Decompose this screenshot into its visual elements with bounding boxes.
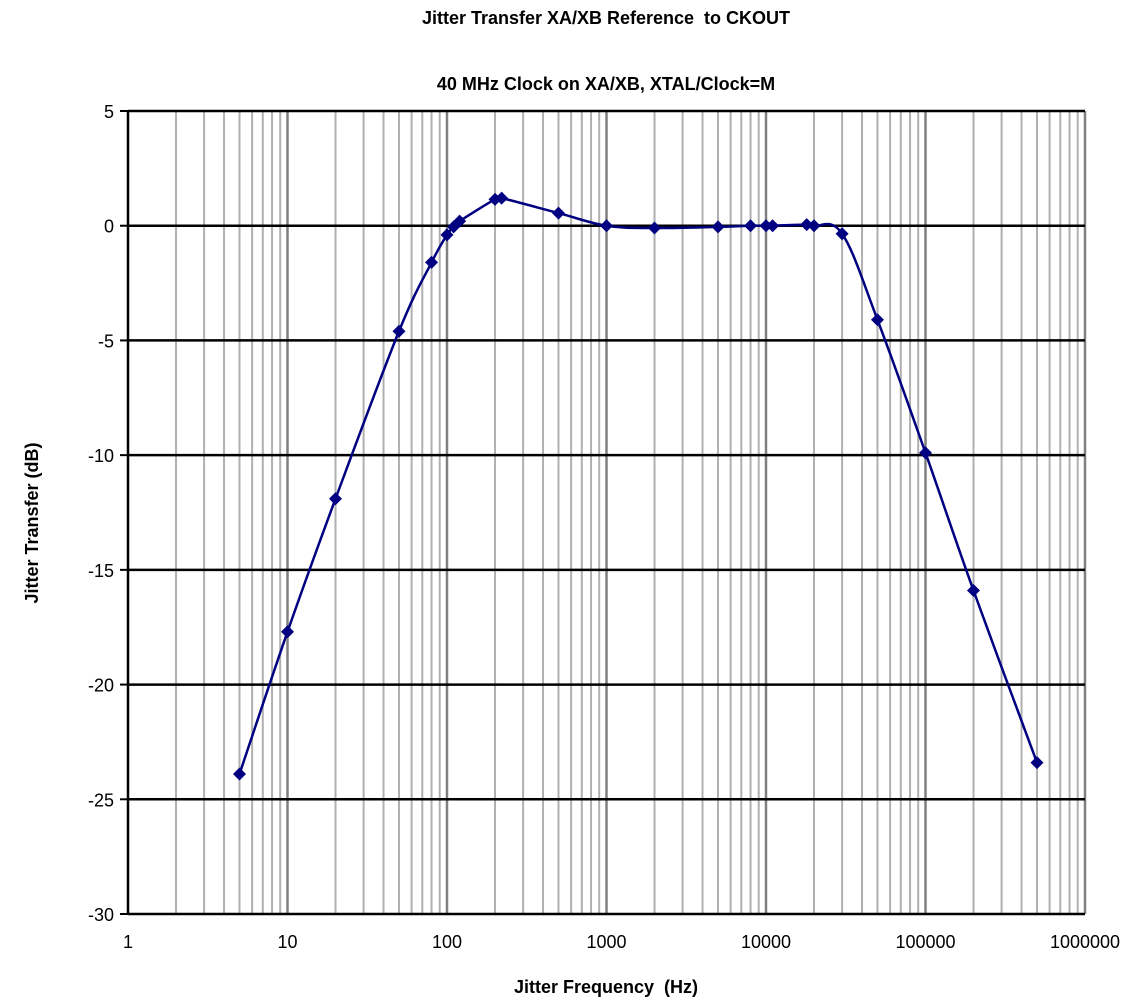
data-point-marker bbox=[744, 219, 758, 233]
y-tick-label: 5 bbox=[104, 102, 114, 122]
y-axis-label: Jitter Transfer (dB) bbox=[22, 442, 42, 603]
data-point-marker bbox=[648, 221, 662, 235]
minor-gridlines bbox=[175, 111, 1079, 914]
x-tick-label: 100 bbox=[432, 932, 462, 952]
data-point-marker bbox=[329, 492, 343, 506]
data-point-marker bbox=[870, 313, 884, 327]
data-point-marker bbox=[967, 584, 981, 598]
data-point-marker bbox=[425, 255, 439, 269]
data-point-marker bbox=[1030, 756, 1044, 770]
y-tick-label: -30 bbox=[88, 905, 114, 925]
data-point-marker bbox=[766, 219, 780, 233]
y-tick-label: -10 bbox=[88, 446, 114, 466]
data-point-marker bbox=[281, 625, 294, 639]
x-tick-label: 100000 bbox=[895, 932, 955, 952]
y-tick-labels: 5 0 -5 -10 -15 -20 -25 -30 bbox=[88, 102, 114, 925]
data-point-marker bbox=[807, 219, 821, 233]
data-point-marker bbox=[495, 191, 509, 205]
x-axis-label: Jitter Frequency (Hz) bbox=[514, 977, 698, 997]
x-tick-labels: 1 10 100 1000 10000 100000 1000000 bbox=[123, 932, 1120, 952]
data-point-marker bbox=[919, 446, 932, 460]
data-point-marker bbox=[392, 324, 406, 338]
y-tick-label: -20 bbox=[88, 676, 114, 696]
y-tick-label: -25 bbox=[88, 790, 114, 810]
y-tick-label: -5 bbox=[98, 331, 114, 351]
data-point-marker bbox=[835, 227, 849, 241]
y-tick-label: -15 bbox=[88, 561, 114, 581]
data-point-marker bbox=[440, 228, 454, 242]
data-point-marker bbox=[600, 219, 613, 233]
y-tick-label: 0 bbox=[104, 217, 114, 237]
data-point-marker bbox=[453, 214, 467, 228]
x-tick-label: 1000000 bbox=[1050, 932, 1120, 952]
data-point-marker bbox=[551, 206, 565, 220]
x-tick-label: 10 bbox=[277, 932, 297, 952]
data-point-marker bbox=[759, 219, 773, 233]
chart-title: Jitter Transfer XA/XB Reference to CKOUT bbox=[422, 8, 790, 28]
x-tick-label: 10000 bbox=[741, 932, 791, 952]
x-tick-label: 1 bbox=[123, 932, 133, 952]
chart-subtitle: 40 MHz Clock on XA/XB, XTAL/Clock=M bbox=[437, 74, 775, 94]
data-point-marker bbox=[711, 220, 725, 234]
x-tick-label: 1000 bbox=[586, 932, 626, 952]
series bbox=[232, 191, 1044, 781]
data-point-marker bbox=[232, 767, 246, 781]
axes bbox=[120, 110, 1085, 916]
